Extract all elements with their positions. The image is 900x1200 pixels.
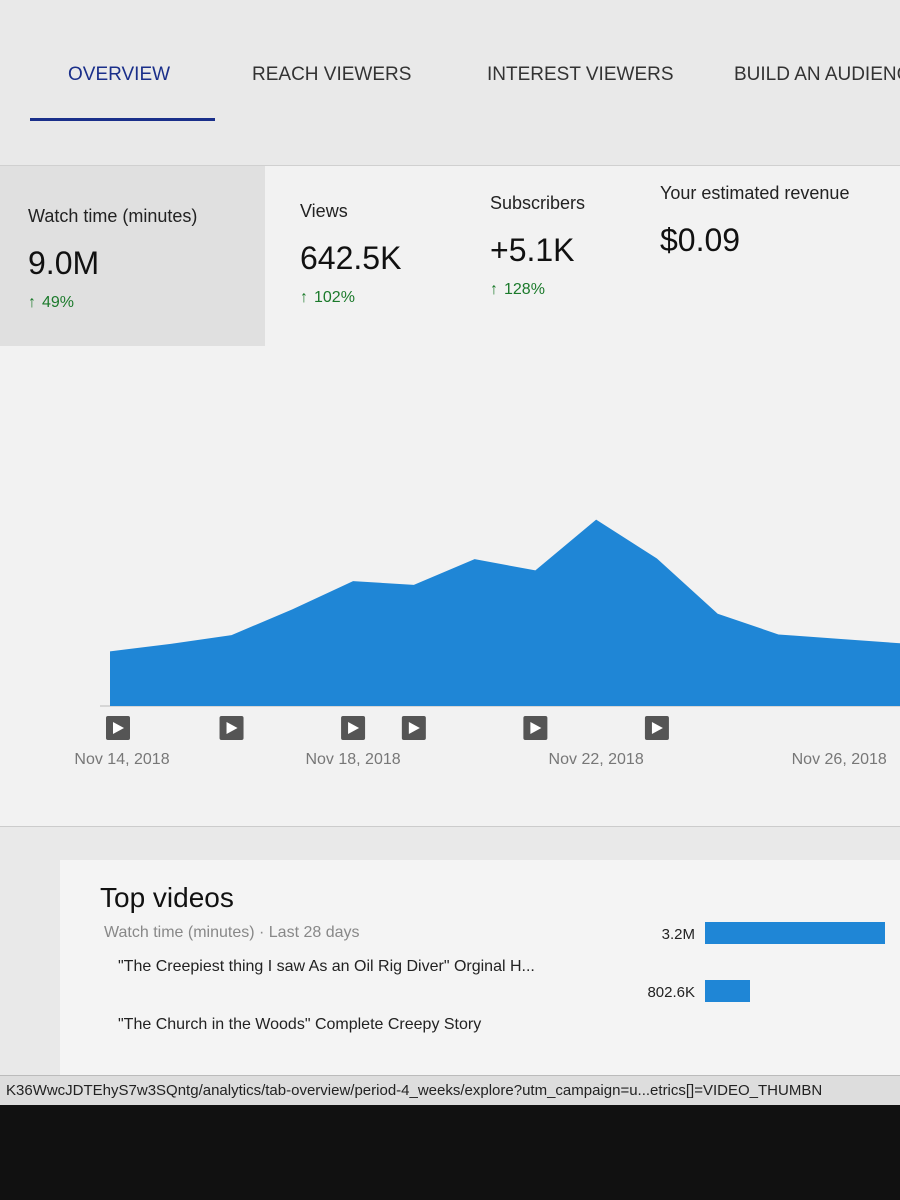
- metric-change: ↑ 128%: [490, 281, 545, 298]
- video-title[interactable]: "The Creepiest thing I saw As an Oil Rig…: [118, 958, 535, 975]
- metric-change-value: 102%: [314, 289, 355, 306]
- tab[interactable]: OVERVIEW: [68, 64, 171, 85]
- video-marker: [219, 716, 244, 740]
- active-tab-indicator: [30, 118, 215, 121]
- section-subtitle: Watch time (minutes) · Last 28 days: [104, 924, 360, 941]
- video-bar: [705, 922, 885, 944]
- tab[interactable]: REACH VIEWERS: [252, 64, 412, 85]
- video-marker: [106, 716, 130, 740]
- x-tick-label: Nov 14, 2018: [74, 751, 169, 768]
- metric-value: +5.1K: [490, 232, 575, 268]
- metric[interactable]: Your estimated revenue $0.09: [660, 183, 849, 259]
- video-bar: [705, 980, 751, 1002]
- metric-value: 642.5K: [300, 240, 402, 276]
- metric-label: Subscribers: [490, 193, 586, 213]
- x-tick-label: Nov 18, 2018: [305, 751, 400, 768]
- metric[interactable]: Watch time (minutes) 9.0M ↑ 49%: [28, 206, 197, 312]
- metric-change: ↑ 49%: [28, 294, 75, 311]
- video-value-label: 802.6K: [647, 984, 695, 1001]
- overview-card: Watch time (minutes) 9.0M ↑ 49% Views 642…: [0, 165, 900, 827]
- metric-label: Views: [300, 201, 348, 221]
- video-marker: [401, 716, 426, 740]
- tab[interactable]: BUILD AN AUDIENC: [734, 64, 900, 85]
- metric-value: $0.09: [660, 222, 741, 258]
- marker-play: [408, 722, 420, 734]
- metric-value: 9.0M: [28, 245, 100, 281]
- video-marker: [523, 716, 548, 740]
- section-title: Top videos: [100, 882, 234, 913]
- video-marker: [341, 716, 366, 740]
- marker-play: [651, 722, 663, 734]
- tab[interactable]: INTEREST VIEWERS: [487, 64, 674, 85]
- marker-play: [530, 722, 542, 734]
- metric-label: Your estimated revenue: [660, 183, 850, 203]
- marker-play: [348, 722, 360, 734]
- metric-change-value: 128%: [504, 281, 545, 298]
- marker-play: [113, 722, 124, 734]
- metric-label: Watch time (minutes): [28, 206, 198, 226]
- video-title[interactable]: "The Church in the Woods" Complete Creep…: [118, 1016, 482, 1033]
- screen: OVERVIEW REACH VIEWERS INTEREST VIEWERS …: [0, 0, 900, 1105]
- metric-change: ↑ 102%: [300, 289, 355, 306]
- metric[interactable]: Subscribers +5.1K ↑ 128%: [490, 193, 585, 299]
- video-marker: [644, 716, 669, 740]
- x-tick-label: Nov 22, 2018: [549, 751, 644, 768]
- top-videos-card: Top videos Watch time (minutes) · Last 2…: [60, 860, 900, 1105]
- chart: Nov 14, 2018 Nov 18, 2018 Nov 22, 2018 Nov …: [74, 519, 900, 768]
- metric[interactable]: Views 642.5K ↑ 102%: [300, 201, 401, 307]
- selected-metric-background: [0, 166, 265, 346]
- area: [110, 519, 900, 706]
- status-url: K36WwcJDTEhyS7w3SQntg/analytics/tab-over…: [0, 1075, 900, 1105]
- marker-play: [226, 722, 238, 734]
- x-tick-label: Nov 26, 2018: [792, 751, 887, 768]
- metric-change-value: 49%: [42, 294, 75, 311]
- video-value-label: 3.2M: [661, 926, 695, 943]
